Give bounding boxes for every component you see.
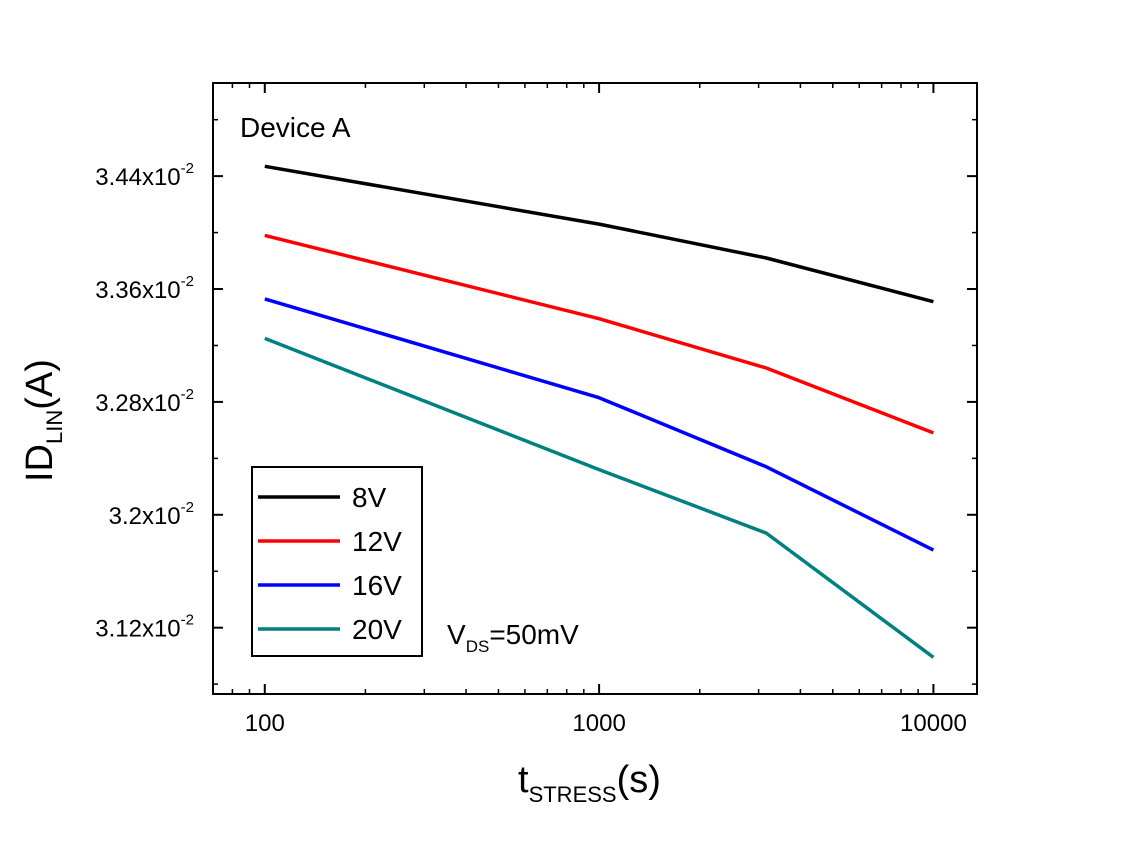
- y-tick-label: 3.36x10-2: [95, 273, 194, 304]
- y-tick-label: 3.28x10-2: [95, 386, 194, 417]
- x-axis-title: tSTRESS(s): [518, 759, 661, 807]
- x-axis-title-sub: STRESS: [529, 782, 617, 807]
- y-tick-exponent: -2: [181, 273, 194, 290]
- y-axis-title-unit: (A): [19, 359, 61, 410]
- y-tick-label: 3.12x10-2: [95, 612, 194, 643]
- y-axis-title-sub: LIN: [42, 410, 67, 444]
- x-tick-label: 100: [245, 710, 285, 737]
- x-axis-title-main: t: [518, 759, 529, 801]
- y-tick-mantissa: 3.28x10: [95, 390, 180, 417]
- series-line-16v: [264, 297, 935, 552]
- vds-annotation-main: V: [447, 619, 466, 650]
- y-tick-mantissa: 3.2x10: [109, 503, 181, 530]
- y-tick-label: 3.2x10-2: [109, 499, 194, 530]
- y-tick-label: 3.44x10-2: [95, 160, 194, 191]
- series-line-12v: [264, 233, 935, 435]
- y-axis-title: IDLIN(A): [19, 359, 67, 482]
- legend-label: 20V: [352, 614, 402, 645]
- y-tick-exponent: -2: [181, 499, 194, 516]
- x-tick-label: 1000: [572, 710, 625, 737]
- y-axis-title-main: ID: [19, 444, 61, 482]
- y-tick-mantissa: 3.44x10: [95, 164, 180, 191]
- vds-annotation: VDS=50mV: [447, 619, 579, 656]
- legend-label: 16V: [352, 570, 402, 601]
- device-title: Device A: [240, 112, 351, 143]
- legend-label: 8V: [352, 482, 387, 513]
- y-tick-mantissa: 3.12x10: [95, 616, 180, 643]
- x-tick-label: 10000: [900, 710, 967, 737]
- vds-annotation-rest: =50mV: [489, 619, 579, 650]
- vds-annotation-sub: DS: [466, 637, 490, 656]
- y-tick-exponent: -2: [181, 612, 194, 629]
- series-line-20v: [264, 336, 935, 659]
- y-tick-mantissa: 3.36x10: [95, 277, 180, 304]
- plot-area-frame: [212, 82, 978, 695]
- y-tick-exponent: -2: [181, 160, 194, 177]
- series-line-8v: [264, 164, 934, 304]
- legend-label: 12V: [352, 526, 402, 557]
- y-tick-exponent: -2: [181, 386, 194, 403]
- x-axis-title-unit: (s): [617, 759, 661, 801]
- legend: 8V 12V 16V 20V: [251, 466, 423, 657]
